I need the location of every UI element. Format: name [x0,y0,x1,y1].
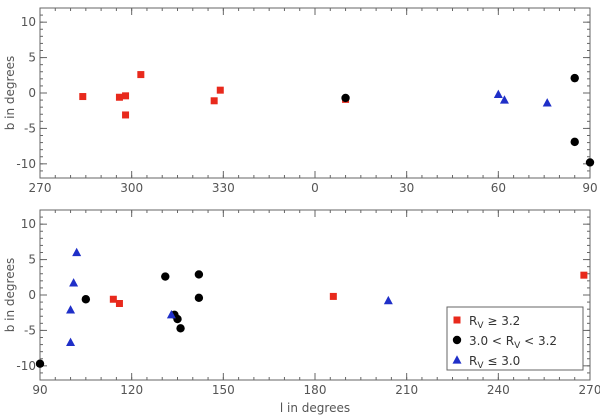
top-point-square [115,93,123,101]
legend: RV ≥ 3.23.0 < RV < 3.2RV ≤ 3.0 [446,306,584,371]
legend-label-part: R [469,354,477,368]
top-ytick-label: -10 [16,157,36,171]
top-point-square [79,93,87,101]
legend-label-part: < 3.2 [520,334,557,348]
bottom-point-circle [194,270,204,279]
top-y-axis-title: b in degrees [3,56,17,131]
bottom-x-axis-title: l in degrees [280,401,350,415]
top-xtick-label: 90 [582,181,597,195]
legend-label-part: ≥ 3.2 [484,314,521,328]
bottom-series-square [109,271,588,307]
bottom-ytick-label: 10 [21,217,36,231]
top-point-triangle [499,95,509,104]
top-xtick-label: 330 [212,181,235,195]
top-point-square [122,92,130,100]
bottom-xtick-label: 150 [212,383,235,397]
legend-marker-circle [452,335,462,345]
top-point-square [122,111,130,119]
top-point-circle [341,93,350,103]
legend-label-part: V [477,361,484,371]
bottom-series-triangle [66,247,393,347]
bottom-ytick-label: -10 [16,359,36,373]
legend-label-part: V [514,341,521,351]
bottom-xtick-label: 90 [32,383,47,397]
legend-label: RV ≥ 3.2 [469,314,520,331]
bottom-point-circle [176,324,185,333]
bottom-y-axis-title: b in degrees [3,258,17,333]
bottom-point-triangle [383,295,393,305]
bottom-xtick-label: 270 [579,383,600,397]
bottom-point-circle [35,359,45,368]
legend-label-part: ≤ 3.0 [484,354,521,368]
top-point-square [216,86,224,94]
top-point-square [137,71,145,79]
top-xtick-label: 30 [399,181,414,195]
top-series-square [79,71,350,119]
bottom-point-triangle [72,247,82,257]
bottom-ytick-label: -5 [24,323,36,337]
top-point-triangle [493,89,503,99]
bottom-point-square [115,300,123,307]
legend-label-part: 3.0 < R [469,334,514,348]
bottom-xtick-label: 240 [487,383,510,397]
bottom-point-circle [194,293,204,303]
top-series-triangle [493,89,552,107]
top-ytick-label: 10 [21,15,36,29]
bottom-series-circle [35,270,204,368]
bottom-point-square [329,292,337,300]
bottom-point-square [109,295,117,303]
legend-marker-triangle [452,355,462,364]
top-point-triangle [542,98,552,107]
bottom-xtick-label: 120 [120,383,143,397]
legend-label-part: V [477,321,484,331]
legend-label-part: R [469,314,477,328]
bottom-ytick-label: 0 [28,288,36,302]
top-series-circle [341,73,595,167]
top-point-circle [585,158,595,167]
top-ytick-label: -5 [24,121,36,135]
bottom-point-triangle [69,278,79,287]
bottom-xtick-label: 180 [304,383,327,397]
bottom-point-square [580,271,588,279]
bottom-panel: 90 120 150 180 210 240 270 -10 -5 0 5 10 b in degree… [3,209,600,415]
bottom-point-circle [81,295,91,304]
bottom-xtick-label: 210 [395,383,418,397]
bottom-point-triangle [66,305,76,314]
bottom-point-circle [161,272,170,281]
bottom-ytick-label: 5 [28,253,36,267]
top-point-circle [570,73,579,83]
top-panel: 270 300 330 0 30 60 90 -10 -5 0 5 10 b in degrees [3,7,598,195]
bottom-point-circle [173,314,182,324]
top-ytick-label: 0 [28,86,36,100]
top-xtick-label: 0 [311,181,319,195]
top-xtick-label: 60 [491,181,506,195]
top-point-square [210,97,218,105]
legend-box [446,306,584,371]
bottom-point-triangle [66,337,76,347]
legend-label: 3.0 < RV < 3.2 [469,334,557,351]
top-point-circle [570,137,579,147]
top-xtick-label: 270 [29,181,52,195]
top-ytick-label: 5 [28,51,36,65]
legend-label: RV ≤ 3.0 [469,354,520,371]
legend-marker-square [453,316,461,324]
top-xtick-label: 300 [120,181,143,195]
bottom-point-triangle [166,310,176,319]
